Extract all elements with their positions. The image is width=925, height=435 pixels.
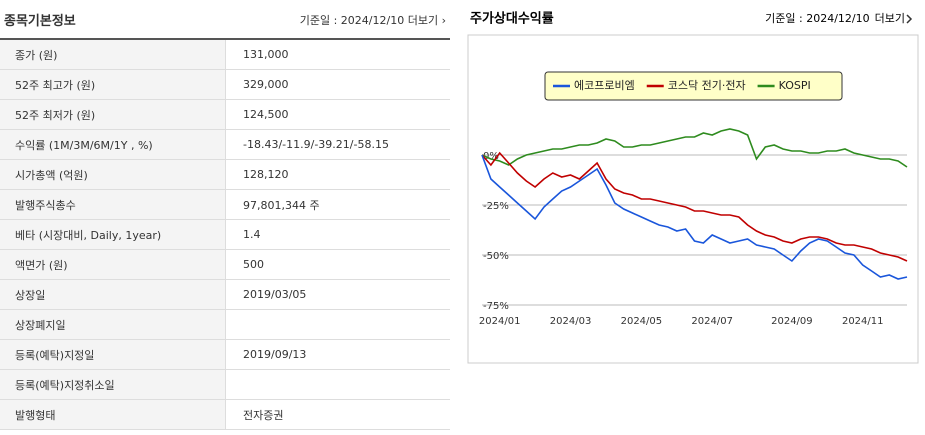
row-label: 상장일 [0, 279, 226, 310]
row-value: 500 [225, 249, 450, 280]
row-label: 베타 (시장대비, Daily, 1year) [0, 219, 226, 250]
x-tick-label: 2024/05 [621, 316, 663, 327]
y-tick-label: -75% [483, 301, 509, 312]
info-row: 베타 (시장대비, Daily, 1year) 1.4 [0, 219, 450, 250]
y-tick-label: -50% [483, 251, 509, 262]
chevron-icon [906, 14, 913, 24]
info-row: 상장일 2019/03/05 [0, 279, 450, 310]
series-line [481, 128, 908, 168]
info-date: 기준일 : 2024/12/10 [299, 14, 405, 27]
info-row: 상장폐지일 [0, 309, 450, 340]
info-row: 시가총액 (억원) 128,120 [0, 159, 450, 190]
row-label: 액면가 (원) [0, 249, 226, 280]
info-row: 등록(예탁)지정일 2019/09/13 [0, 339, 450, 370]
series-line [481, 151, 908, 262]
x-tick-label: 2024/07 [691, 316, 733, 327]
info-table: 종가 (원) 131,000 52주 최고가 (원) 329,000 52주 최저가 (… [0, 38, 450, 430]
info-row: 수익률 (1M/3M/6M/1Y , %) -18.43/-11.9/-39.21… [0, 129, 450, 160]
row-value: 1.4 [225, 219, 450, 250]
chart-title: 주가상대수익률 [470, 11, 554, 27]
row-label: 등록(예탁)지정취소일 [0, 369, 226, 400]
info-panel: 종목기본정보 기준일 : 2024/12/10 더보기 › 종가 (원) 131,… [0, 0, 450, 430]
row-value: -18.43/-11.9/-39.21/-58.15 [225, 129, 450, 160]
row-label: 발행형태 [0, 399, 226, 430]
row-value: 131,000 [225, 39, 450, 70]
x-tick-label: 2024/03 [550, 316, 592, 327]
legend-box [544, 71, 843, 101]
info-row: 52주 최고가 (원) 329,000 [0, 69, 450, 100]
info-more[interactable]: 더보기 [407, 14, 439, 27]
chart-date: 기준일 : 2024/12/10 [765, 11, 869, 25]
row-label: 발행주식총수 [0, 189, 226, 220]
row-label: 상장폐지일 [0, 309, 226, 340]
info-header: 종목기본정보 기준일 : 2024/12/10 더보기 › [0, 0, 450, 38]
row-value: 128,120 [225, 159, 450, 190]
info-date-link[interactable]: 기준일 : 2024/12/10 더보기 › [299, 14, 446, 27]
x-tick-label: 2024/01 [479, 316, 521, 327]
y-tick-label: -25% [483, 201, 509, 212]
x-tick-label: 2024/09 [771, 316, 813, 327]
row-value: 124,500 [225, 99, 450, 130]
y-tick-label: 0% [483, 151, 499, 162]
row-label: 52주 최저가 (원) [0, 99, 226, 130]
row-value: 전자증권 [225, 399, 450, 430]
info-title: 종목기본정보 [4, 14, 76, 29]
row-value: 2019/09/13 [225, 339, 450, 370]
row-label: 수익률 (1M/3M/6M/1Y , %) [0, 129, 226, 160]
legend-label: 코스닥 전기·전자 [668, 79, 746, 92]
row-value: 2019/03/05 [225, 279, 450, 310]
chart-frame [467, 34, 919, 364]
series-line [481, 154, 908, 280]
row-value [225, 309, 450, 340]
x-tick-label: 2024/11 [842, 316, 884, 327]
chart-more[interactable]: 더보기 [875, 12, 905, 25]
row-label: 등록(예탁)지정일 [0, 339, 226, 370]
row-label: 종가 (원) [0, 39, 226, 70]
info-row: 52주 최저가 (원) 124,500 [0, 99, 450, 130]
legend-label: KOSPI [779, 79, 811, 92]
row-value: 329,000 [225, 69, 450, 100]
info-row: 등록(예탁)지정취소일 [0, 369, 450, 400]
info-row: 액면가 (원) 500 [0, 249, 450, 280]
row-label: 시가총액 (억원) [0, 159, 226, 190]
row-label: 52주 최고가 (원) [0, 69, 226, 100]
row-value [225, 369, 450, 400]
info-row: 발행주식총수 97,801,344 주 [0, 189, 450, 220]
info-row: 종가 (원) 131,000 [0, 39, 450, 70]
info-row: 발행형태 전자증권 [0, 399, 450, 430]
legend-label: 에코프로비엠 [574, 79, 635, 92]
row-value: 97,801,344 주 [225, 189, 450, 220]
